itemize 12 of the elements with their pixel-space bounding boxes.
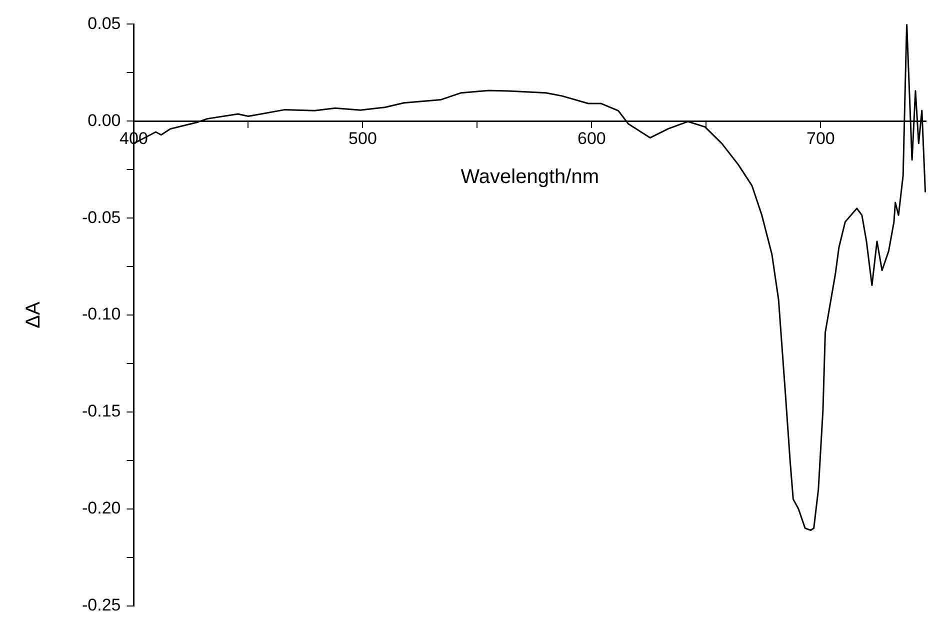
y-tick-label: 0.05 [88,14,121,33]
y-tick-label: -0.05 [82,208,121,227]
y-axis-title: ΔA [22,300,45,328]
y-tick-label: 0.00 [88,110,121,130]
x-tick-label: 700 [806,129,835,148]
y-tick-label: -0.15 [82,402,121,421]
x-axis-title: Wavelength/nm [460,166,599,188]
y-tick-label: -0.25 [82,595,121,614]
y-tick-label: -0.20 [82,498,121,518]
y-tick-label: -0.10 [82,304,121,324]
x-tick-label: 500 [348,129,377,148]
x-tick-label: 600 [578,129,606,148]
